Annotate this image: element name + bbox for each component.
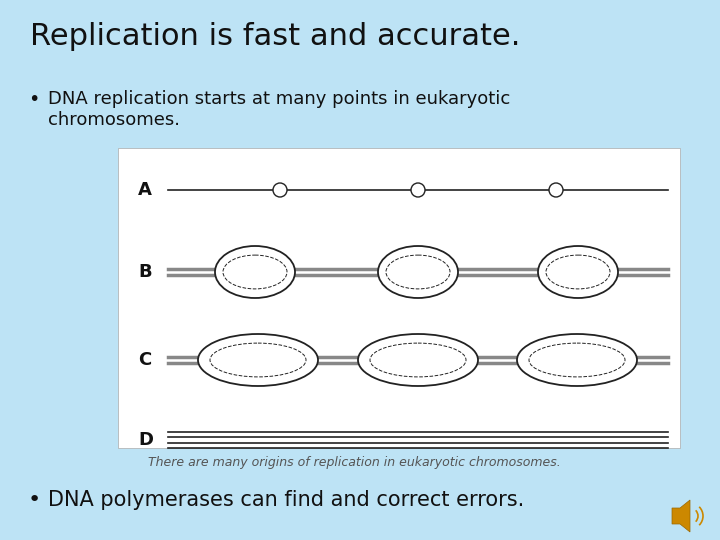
Ellipse shape (517, 334, 637, 386)
Text: C: C (138, 351, 151, 369)
Circle shape (273, 183, 287, 197)
Text: •: • (28, 90, 40, 109)
Text: •: • (28, 490, 41, 510)
FancyBboxPatch shape (118, 148, 680, 448)
Ellipse shape (198, 334, 318, 386)
Circle shape (549, 183, 563, 197)
Ellipse shape (215, 246, 295, 298)
Ellipse shape (358, 334, 478, 386)
Text: Replication is fast and accurate.: Replication is fast and accurate. (30, 22, 521, 51)
Text: A: A (138, 181, 152, 199)
Text: B: B (138, 263, 152, 281)
Ellipse shape (538, 246, 618, 298)
Text: D: D (138, 431, 153, 449)
Text: There are many origins of replication in eukaryotic chromosomes.: There are many origins of replication in… (148, 456, 561, 469)
Ellipse shape (378, 246, 458, 298)
Text: DNA replication starts at many points in eukaryotic
chromosomes.: DNA replication starts at many points in… (48, 90, 510, 129)
Polygon shape (672, 500, 690, 532)
Text: DNA polymerases can find and correct errors.: DNA polymerases can find and correct err… (48, 490, 524, 510)
Circle shape (411, 183, 425, 197)
